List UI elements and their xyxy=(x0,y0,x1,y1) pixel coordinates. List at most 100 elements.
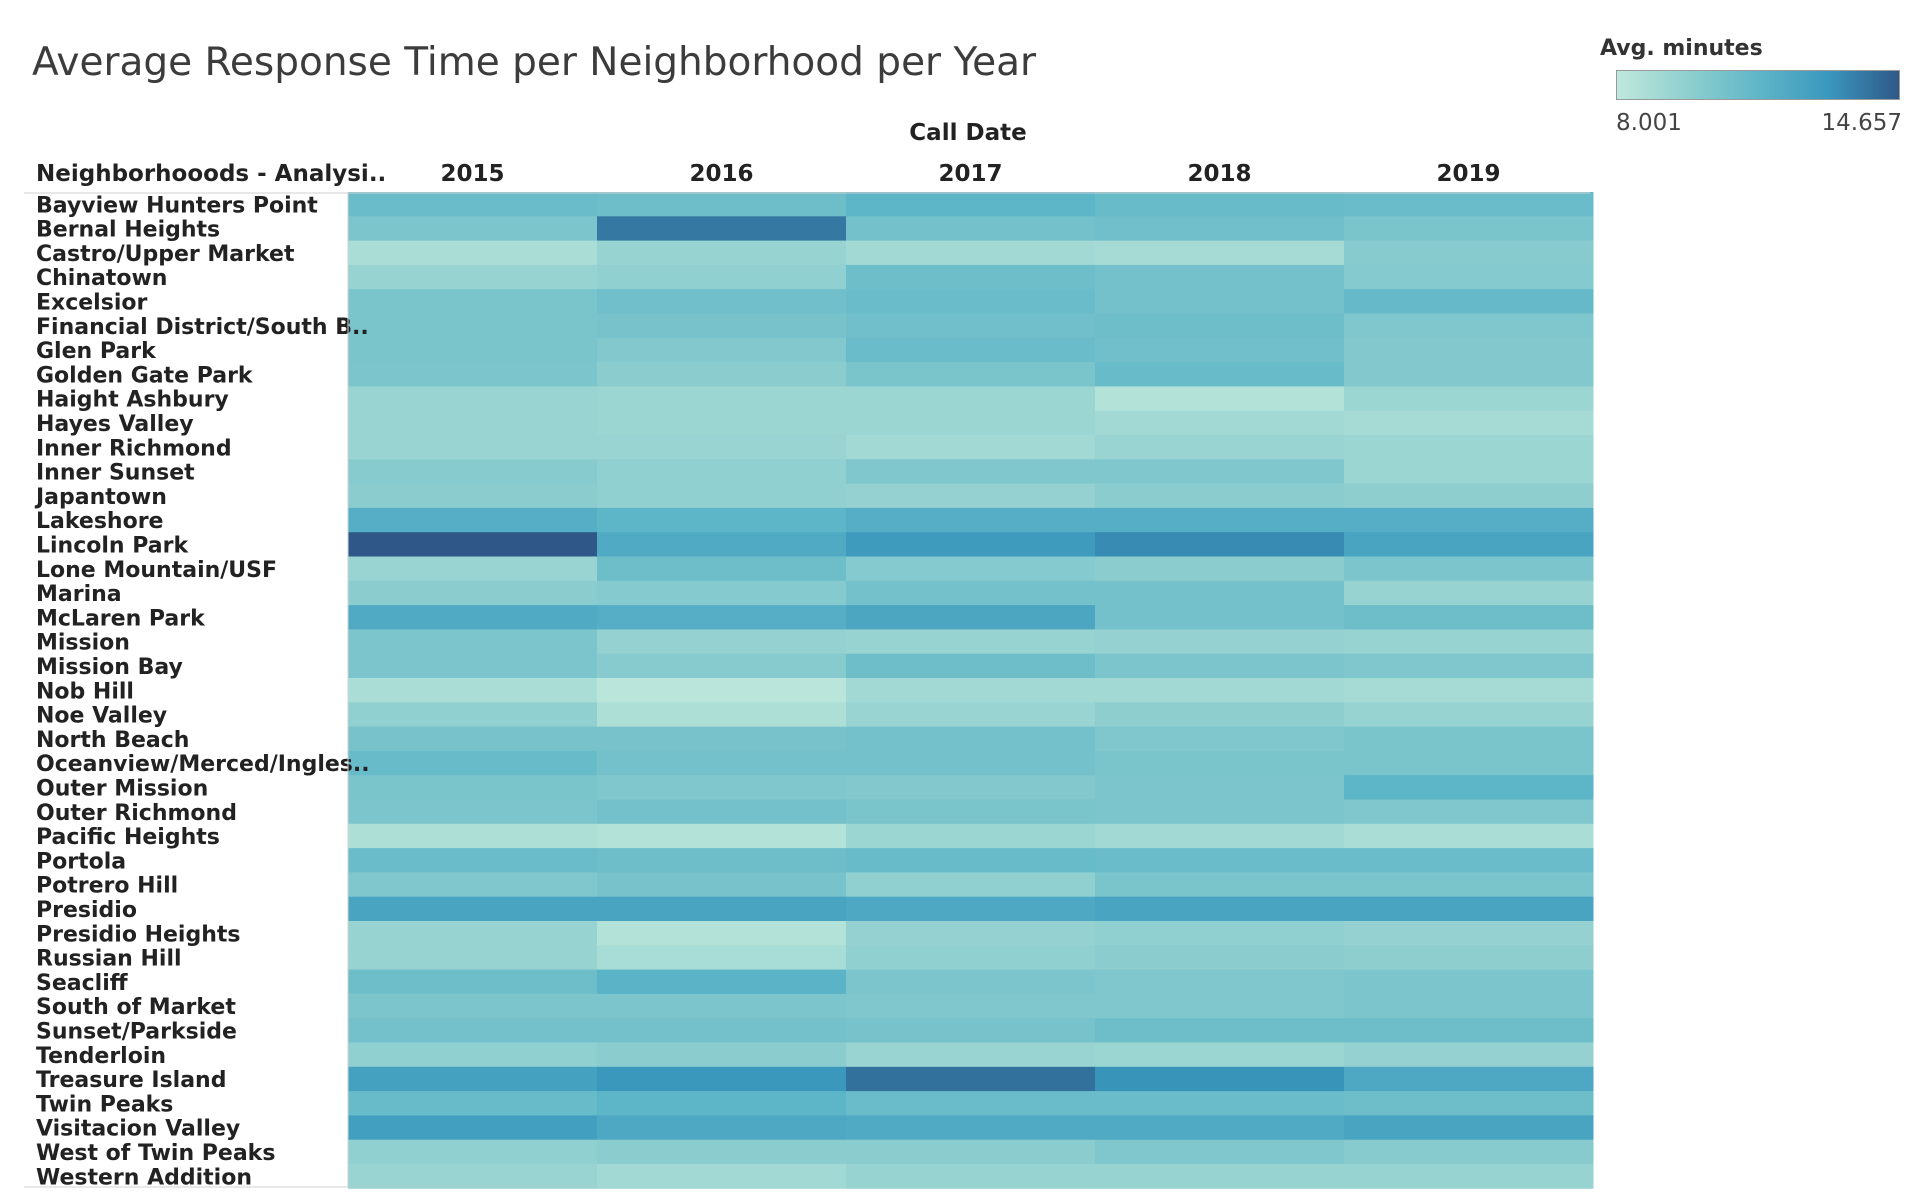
heatmap-cell xyxy=(1095,1018,1345,1043)
heatmap-cell xyxy=(1095,1139,1345,1165)
heatmap-cell xyxy=(1344,483,1594,509)
heatmap-cell xyxy=(846,969,1096,995)
heatmap-cell xyxy=(1095,556,1345,582)
row-label: North Beach xyxy=(36,728,189,753)
heatmap-cell xyxy=(1095,993,1345,1019)
heatmap-cell xyxy=(348,750,598,776)
heatmap-cell xyxy=(846,1066,1096,1092)
heatmap-cell xyxy=(1095,921,1345,946)
heatmap-cell xyxy=(1344,337,1594,363)
heatmap-cell xyxy=(1095,337,1345,363)
row-axis-title: Neighborhooods - Analysi.. xyxy=(36,161,386,187)
heatmap-cell xyxy=(597,823,847,849)
heatmap-cell xyxy=(348,872,598,898)
row-label: Presidio xyxy=(36,898,137,923)
heatmap-cell xyxy=(348,605,598,630)
row-label: Potrero Hill xyxy=(36,874,178,899)
heatmap-cell xyxy=(597,896,847,922)
heatmap-cell xyxy=(1095,750,1345,776)
heatmap-cell xyxy=(597,532,847,557)
heatmap-cell xyxy=(1344,1042,1594,1068)
heatmap-cell xyxy=(846,1018,1096,1043)
heatmap-cell xyxy=(1344,872,1594,898)
heatmap-cell xyxy=(846,410,1096,436)
legend-gradient-bar xyxy=(1616,70,1900,100)
heatmap-cell xyxy=(846,775,1096,800)
heatmap-cell xyxy=(597,1042,847,1068)
heatmap-cell xyxy=(1344,362,1594,387)
heatmap-cell xyxy=(1095,459,1345,485)
row-label: Treasure Island xyxy=(36,1068,226,1093)
heatmap-cell xyxy=(348,921,598,946)
heatmap-cell xyxy=(846,289,1096,314)
heatmap-cell xyxy=(348,289,598,314)
row-label: Financial District/South B.. xyxy=(36,315,369,340)
heatmap-cell xyxy=(1095,896,1345,922)
heatmap-cell xyxy=(1095,532,1345,557)
heatmap-cell xyxy=(597,1164,847,1189)
heatmap-cell xyxy=(1095,605,1345,630)
heatmap-cell xyxy=(1344,896,1594,922)
heatmap-cell xyxy=(1095,726,1345,752)
row-label: Mission xyxy=(36,631,130,656)
column-header-2018: 2018 xyxy=(1187,161,1251,187)
row-label: Twin Peaks xyxy=(36,1092,173,1117)
heatmap-cell xyxy=(846,653,1096,679)
heatmap-cell xyxy=(1095,483,1345,509)
heatmap-cell xyxy=(597,1018,847,1043)
heatmap-cell xyxy=(597,216,847,242)
heatmap-cell xyxy=(846,921,1096,946)
row-label: Hayes Valley xyxy=(36,412,194,437)
heatmap-cell xyxy=(846,507,1096,533)
heatmap-cell xyxy=(597,313,847,339)
heatmap-cell xyxy=(846,386,1096,412)
heatmap-cell xyxy=(348,556,598,582)
row-label: Outer Richmond xyxy=(36,801,237,826)
heatmap-cell xyxy=(846,1164,1096,1189)
heatmap-cell xyxy=(1095,629,1345,655)
heatmap-cell xyxy=(348,1164,598,1189)
heatmap-cell xyxy=(1095,969,1345,995)
column-header-2017: 2017 xyxy=(938,161,1002,187)
heatmap-cell xyxy=(348,240,598,266)
heatmap-cell xyxy=(846,532,1096,557)
heatmap-cell xyxy=(1344,945,1594,971)
heatmap-cell xyxy=(1344,410,1594,436)
heatmap-cell xyxy=(1344,848,1594,873)
heatmap-cell xyxy=(846,556,1096,582)
heatmap-cell xyxy=(348,435,598,460)
heatmap-cell xyxy=(1344,386,1594,412)
color-legend: Avg. minutes 8.001 14.657 xyxy=(1600,36,1910,146)
heatmap-cell xyxy=(846,993,1096,1019)
heatmap-cell xyxy=(846,872,1096,898)
row-label: West of Twin Peaks xyxy=(36,1141,275,1166)
row-label: Portola xyxy=(36,849,126,874)
heatmap-cell xyxy=(348,532,598,557)
heatmap-cell xyxy=(597,945,847,971)
heatmap-cell xyxy=(1344,1066,1594,1092)
heatmap-cell xyxy=(846,192,1096,217)
row-label: Excelsior xyxy=(36,291,147,316)
heatmap-cell xyxy=(846,1139,1096,1165)
heatmap-cell xyxy=(348,823,598,849)
heatmap-cell xyxy=(846,799,1096,825)
row-label: Pacific Heights xyxy=(36,825,220,850)
heatmap-cell xyxy=(597,483,847,509)
row-label: Nob Hill xyxy=(36,679,134,704)
row-label: Marina xyxy=(36,582,122,607)
heatmap-cell xyxy=(1344,459,1594,485)
heatmap-cell xyxy=(348,216,598,242)
heatmap-cell xyxy=(1095,435,1345,460)
heatmap-cell xyxy=(597,240,847,266)
heatmap-cell xyxy=(597,459,847,485)
heatmap-cell xyxy=(1344,532,1594,557)
row-label: Glen Park xyxy=(36,339,157,364)
heatmap-cell xyxy=(1344,605,1594,630)
heatmap-cell xyxy=(1095,1164,1345,1189)
heatmap-cell xyxy=(846,483,1096,509)
heatmap-cell xyxy=(1344,823,1594,849)
heatmap-cell xyxy=(1344,775,1594,800)
heatmap-cell xyxy=(597,872,847,898)
heatmap-cell xyxy=(597,750,847,776)
